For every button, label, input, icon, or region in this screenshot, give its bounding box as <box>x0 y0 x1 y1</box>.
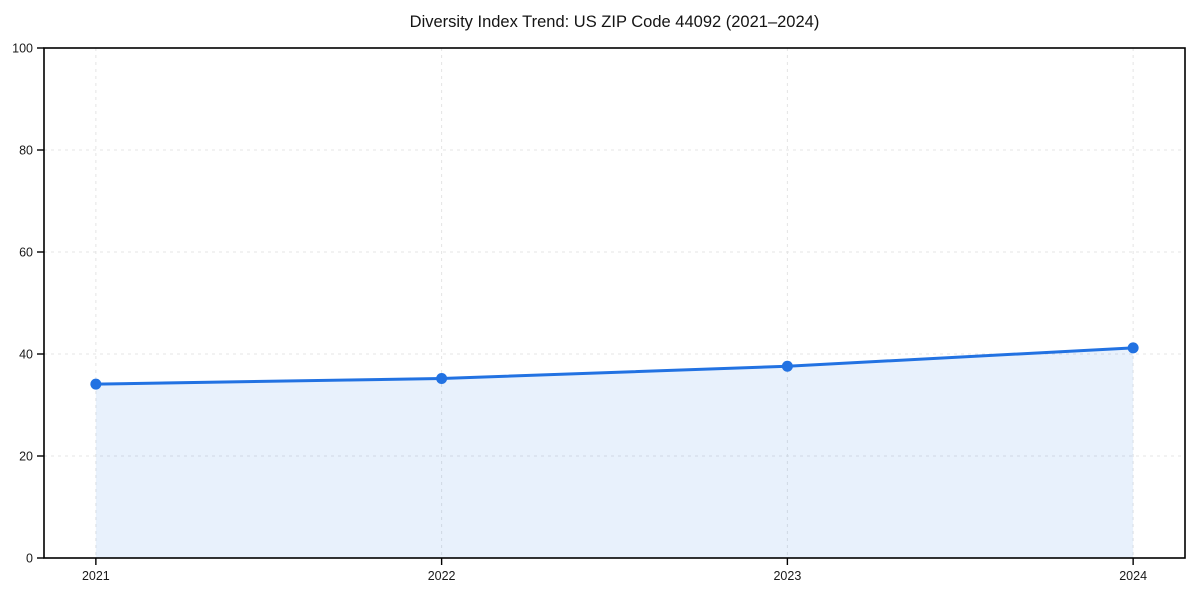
x-tick-label: 2021 <box>82 569 110 583</box>
data-point <box>1127 342 1139 354</box>
y-tick-label: 40 <box>19 348 33 362</box>
x-tick-label: 2024 <box>1119 569 1147 583</box>
y-tick-label: 60 <box>19 246 33 260</box>
data-point <box>781 360 793 372</box>
x-tick-label: 2023 <box>773 569 801 583</box>
data-point <box>90 378 102 390</box>
y-tick-label: 80 <box>19 144 33 158</box>
y-tick-label: 0 <box>26 552 33 566</box>
y-tick-label: 20 <box>19 450 33 464</box>
data-point <box>436 372 448 384</box>
plot-border <box>43 47 1186 559</box>
chart-title: Diversity Index Trend: US ZIP Code 44092… <box>409 13 820 31</box>
x-tick-label: 2022 <box>428 569 456 583</box>
area-fill <box>95 347 1134 558</box>
y-tick-label: 100 <box>12 42 33 56</box>
trend-line <box>94 346 1135 386</box>
